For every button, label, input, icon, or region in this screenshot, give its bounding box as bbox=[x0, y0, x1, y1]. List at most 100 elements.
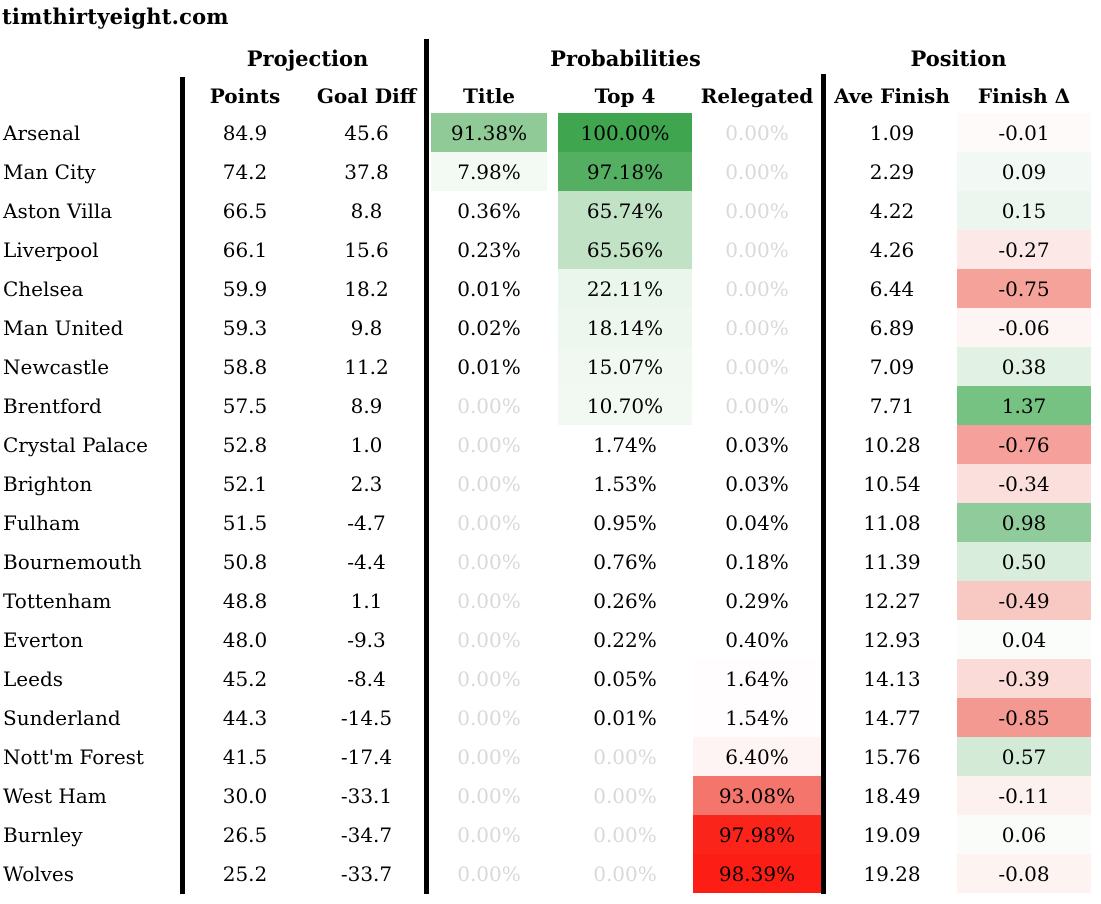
ave-finish-value: 12.93 bbox=[863, 627, 921, 652]
table-row: Liverpool 66.1 15.6 0.23% 65.56% 0.00% 4… bbox=[0, 230, 1091, 269]
top4-prob-cell: 0.22% bbox=[558, 620, 692, 659]
points-value: 84.9 bbox=[222, 120, 268, 145]
title-prob-cell: 0.00% bbox=[431, 542, 547, 581]
ave-finish-value: 6.89 bbox=[869, 315, 915, 340]
title-prob-cell: 0.00% bbox=[431, 854, 547, 893]
ave-finish-value: 14.77 bbox=[863, 705, 921, 730]
ave-finish-value: 7.71 bbox=[869, 393, 915, 418]
relegated-prob-cell: 0.00% bbox=[693, 191, 821, 230]
team-name: Aston Villa bbox=[3, 198, 113, 223]
table-row: Newcastle 58.8 11.2 0.01% 15.07% 0.00% 7… bbox=[0, 347, 1091, 386]
table-row: Man United 59.3 9.8 0.02% 18.14% 0.00% 6… bbox=[0, 308, 1091, 347]
top4-prob-cell: 97.18% bbox=[558, 152, 692, 191]
goal-diff-value: 37.8 bbox=[344, 159, 389, 184]
finish-delta-cell: 0.38 bbox=[957, 347, 1091, 386]
points-value: 74.2 bbox=[222, 159, 268, 184]
column-header-finish-delta: Finish Δ bbox=[977, 83, 1071, 108]
team-name: Arsenal bbox=[3, 120, 81, 145]
table-row: Man City 74.2 37.8 7.98% 97.18% 0.00% 2.… bbox=[0, 152, 1091, 191]
top4-prob-cell: 0.00% bbox=[558, 815, 692, 854]
title-prob-cell: 0.00% bbox=[431, 659, 547, 698]
ave-finish-value: 18.49 bbox=[863, 783, 921, 808]
ave-finish-value: 6.44 bbox=[869, 276, 915, 301]
finish-delta-cell: -0.08 bbox=[957, 854, 1091, 893]
goal-diff-value: 11.2 bbox=[344, 354, 389, 379]
points-value: 57.5 bbox=[222, 393, 268, 418]
title-prob-cell: 91.38% bbox=[431, 113, 547, 152]
finish-delta-cell: -0.39 bbox=[957, 659, 1091, 698]
goal-diff-value: -9.3 bbox=[347, 627, 386, 652]
relegated-prob-cell: 0.00% bbox=[693, 113, 821, 152]
table-row: Brentford 57.5 8.9 0.00% 10.70% 0.00% 7.… bbox=[0, 386, 1091, 425]
team-name: Burnley bbox=[3, 822, 83, 847]
ave-finish-value: 15.76 bbox=[863, 744, 921, 769]
finish-delta-cell: -0.85 bbox=[957, 698, 1091, 737]
ave-finish-value: 19.28 bbox=[863, 861, 921, 886]
site-title: timthirtyeight.com bbox=[2, 4, 229, 29]
title-prob-cell: 0.00% bbox=[431, 503, 547, 542]
title-prob-cell: 0.00% bbox=[431, 386, 547, 425]
relegated-prob-cell: 0.00% bbox=[693, 386, 821, 425]
relegated-prob-cell: 98.39% bbox=[693, 854, 821, 893]
finish-delta-cell: 0.57 bbox=[957, 737, 1091, 776]
title-prob-cell: 0.00% bbox=[431, 737, 547, 776]
goal-diff-value: 1.1 bbox=[350, 588, 383, 613]
goal-diff-value: 8.8 bbox=[350, 198, 383, 223]
title-prob-cell: 0.00% bbox=[431, 698, 547, 737]
ave-finish-value: 11.39 bbox=[863, 549, 921, 574]
table-row: Sunderland 44.3 -14.5 0.00% 0.01% 1.54% … bbox=[0, 698, 1091, 737]
column-header-team bbox=[0, 76, 186, 115]
top4-prob-cell: 0.95% bbox=[558, 503, 692, 542]
ave-finish-value: 2.29 bbox=[869, 159, 915, 184]
title-prob-cell: 0.23% bbox=[431, 230, 547, 269]
goal-diff-value: -33.1 bbox=[340, 783, 393, 808]
points-value: 45.2 bbox=[222, 666, 268, 691]
relegated-prob-cell: 0.18% bbox=[693, 542, 821, 581]
column-header-title: Title bbox=[462, 83, 516, 108]
finish-delta-cell: 0.04 bbox=[957, 620, 1091, 659]
finish-delta-cell: -0.01 bbox=[957, 113, 1091, 152]
team-name: Crystal Palace bbox=[3, 432, 148, 457]
top4-prob-cell: 65.56% bbox=[558, 230, 692, 269]
finish-delta-cell: -0.11 bbox=[957, 776, 1091, 815]
team-name: Everton bbox=[3, 627, 84, 652]
points-value: 25.2 bbox=[222, 861, 268, 886]
title-prob-cell: 0.00% bbox=[431, 815, 547, 854]
top4-prob-cell: 22.11% bbox=[558, 269, 692, 308]
probabilities-divider-bar bbox=[424, 39, 429, 894]
finish-delta-cell: -0.06 bbox=[957, 308, 1091, 347]
goal-diff-value: -34.7 bbox=[340, 822, 393, 847]
goal-diff-value: 45.6 bbox=[344, 120, 389, 145]
ave-finish-value: 10.28 bbox=[863, 432, 921, 457]
column-group-header-row: Projection Probabilities Position bbox=[0, 42, 1101, 76]
title-prob-cell: 0.00% bbox=[431, 581, 547, 620]
ave-finish-value: 12.27 bbox=[863, 588, 921, 613]
team-name: Tottenham bbox=[3, 588, 112, 613]
relegated-prob-cell: 93.08% bbox=[693, 776, 821, 815]
goal-diff-value: 8.9 bbox=[350, 393, 383, 418]
ave-finish-value: 19.09 bbox=[863, 822, 921, 847]
goal-diff-value: 9.8 bbox=[350, 315, 383, 340]
relegated-prob-cell: 1.54% bbox=[693, 698, 821, 737]
table-row: Bournemouth 50.8 -4.4 0.00% 0.76% 0.18% … bbox=[0, 542, 1091, 581]
ave-finish-value: 4.22 bbox=[869, 198, 915, 223]
top4-prob-cell: 15.07% bbox=[558, 347, 692, 386]
top4-prob-cell: 65.74% bbox=[558, 191, 692, 230]
finish-delta-cell: 0.50 bbox=[957, 542, 1091, 581]
goal-diff-value: -17.4 bbox=[340, 744, 393, 769]
top4-prob-cell: 100.00% bbox=[558, 113, 692, 152]
top4-prob-cell: 0.00% bbox=[558, 776, 692, 815]
points-value: 48.8 bbox=[222, 588, 268, 613]
finish-delta-cell: 0.09 bbox=[957, 152, 1091, 191]
table-body: Arsenal 84.9 45.6 91.38% 100.00% 0.00% 1… bbox=[0, 113, 1091, 893]
projection-divider-bar bbox=[180, 77, 185, 894]
points-value: 26.5 bbox=[222, 822, 268, 847]
title-prob-cell: 0.00% bbox=[431, 425, 547, 464]
ave-finish-value: 11.08 bbox=[863, 510, 921, 535]
relegated-prob-cell: 0.29% bbox=[693, 581, 821, 620]
goal-diff-value: -4.4 bbox=[347, 549, 386, 574]
finish-delta-cell: -0.34 bbox=[957, 464, 1091, 503]
team-name: Liverpool bbox=[3, 237, 99, 262]
column-header-goal-diff: Goal Diff bbox=[316, 83, 417, 108]
table-row: Leeds 45.2 -8.4 0.00% 0.05% 1.64% 14.13 … bbox=[0, 659, 1091, 698]
